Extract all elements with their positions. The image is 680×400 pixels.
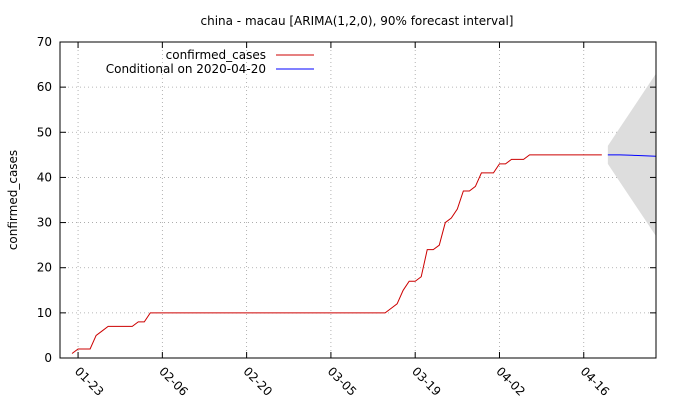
series-line-confirmed-cases (71, 154, 602, 354)
legend-label: Conditional on 2020-04-20 (106, 62, 266, 76)
x-tick-label: 02-06 (156, 364, 191, 399)
plot-frame (59, 41, 657, 359)
series-lines (71, 154, 657, 354)
chart-title: china - macau [ARIMA(1,2,0), 90% forecas… (201, 14, 514, 28)
y-tick-label: 60 (37, 80, 52, 94)
y-tick-label: 40 (37, 170, 52, 184)
x-tick-label: 03-19 (409, 364, 444, 399)
y-tick-label: 0 (44, 351, 52, 365)
y-tick-label: 50 (37, 125, 52, 139)
x-tick-label: 04-16 (578, 364, 613, 399)
x-tick-label: 01-23 (72, 364, 107, 399)
y-tick-label: 70 (37, 35, 52, 49)
grid (60, 42, 656, 358)
y-axis-label: confirmed_cases (6, 150, 20, 250)
x-tick-label: 04-02 (493, 364, 528, 399)
y-tick-label: 20 (37, 261, 52, 275)
y-tick-label: 30 (37, 216, 52, 230)
series-line-conditional (607, 154, 657, 157)
legend-label: confirmed_cases (166, 48, 266, 62)
x-tick-label: 03-05 (325, 364, 360, 399)
y-tick-label: 10 (37, 306, 52, 320)
axis-ticks: 0 10 20 30 40 50 60 70 01-23 02-06 02-20 03-05 03-19… (37, 35, 656, 399)
x-tick-label: 02-20 (241, 364, 276, 399)
